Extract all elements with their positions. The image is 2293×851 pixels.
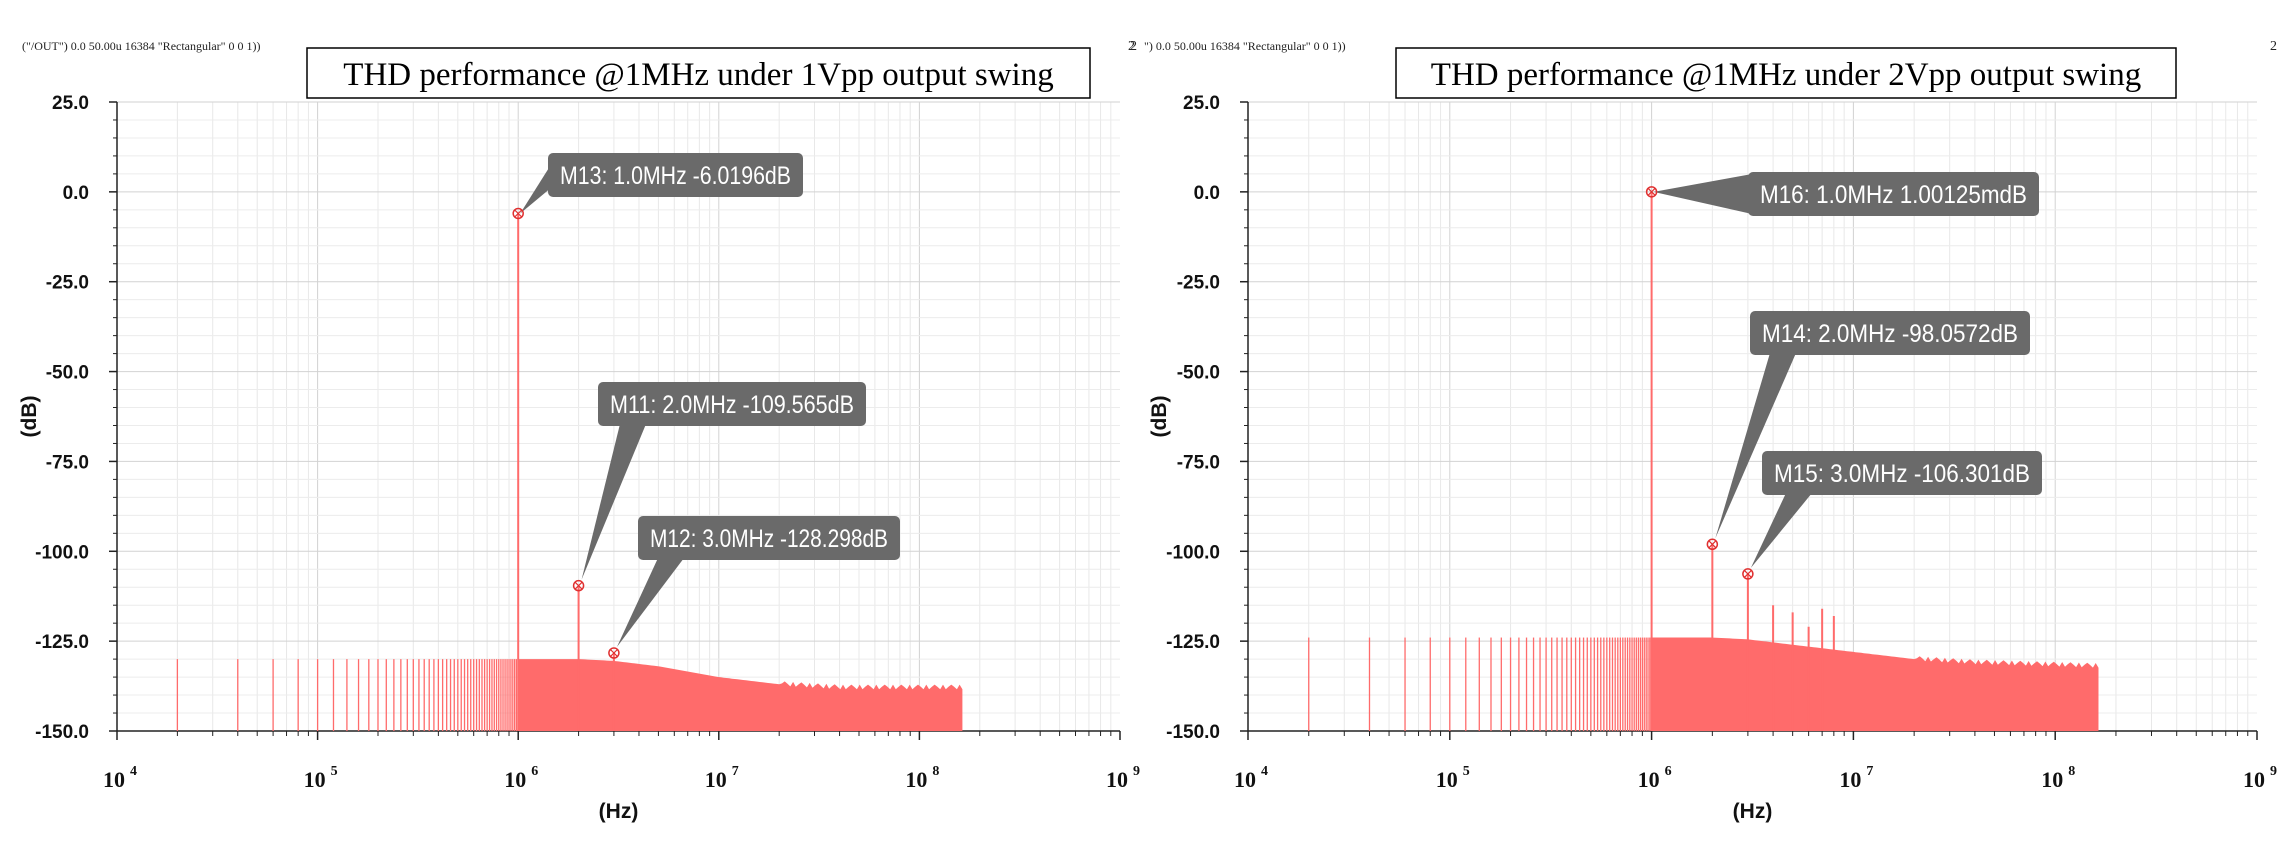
x-axis-label: (Hz)	[599, 800, 639, 823]
marker-label-box	[548, 153, 803, 197]
x-tick-label: 10	[1436, 767, 1458, 792]
x-tick-label: 10	[1106, 767, 1128, 792]
y-tick-label: -125.0	[1166, 632, 1220, 653]
x-tick-exponent: 8	[932, 764, 939, 779]
marker-label-box	[1750, 311, 2030, 355]
marker-m12[interactable]: M12: 3.0MHz -128.298dB	[608, 516, 900, 659]
marker-pointer	[1750, 493, 1812, 568]
y-tick-label: -100.0	[35, 542, 89, 563]
x-tick-label: 10	[2041, 767, 2063, 792]
x-axis-label: (Hz)	[1733, 800, 1773, 823]
marker-label-box	[1748, 172, 2039, 216]
corner-label: 2	[2270, 39, 2277, 54]
title-box	[1395, 47, 2177, 99]
corner-label-left: 2	[1128, 39, 1135, 54]
x-tick-exponent: 4	[130, 764, 137, 779]
y-axis-label: (dB)	[18, 396, 41, 438]
marker-m14[interactable]: M14: 2.0MHz -98.0572dB	[1706, 311, 2030, 551]
expression-label: ("/OUT") 0.0 50.00u 16384 "Rectangular" …	[22, 39, 261, 53]
marker-pointer	[581, 424, 646, 580]
chart-title: THD performance @1MHz under 2Vpp output …	[1431, 57, 2141, 93]
x-tick-label: 10	[905, 767, 927, 792]
x-tick-exponent: 6	[531, 764, 538, 779]
x-tick-exponent: 4	[1261, 764, 1268, 779]
y-tick-label: 0.0	[1194, 183, 1220, 204]
marker-pointer	[520, 163, 552, 214]
x-tick-exponent: 7	[732, 764, 739, 779]
x-tick-exponent: 5	[331, 764, 338, 779]
x-tick-label: 10	[304, 767, 326, 792]
chart-panel-1vpp: ("/OUT") 0.0 50.00u 16384 "Rectangular" …	[18, 39, 1140, 823]
marker-label: M11: 2.0MHz -109.565dB	[610, 391, 854, 419]
marker-label-box	[638, 516, 900, 560]
marker-symbol	[1742, 568, 1754, 580]
marker-cross	[1743, 570, 1752, 578]
marker-symbol	[1706, 538, 1719, 551]
marker-label: M12: 3.0MHz -128.298dB	[650, 525, 888, 553]
x-tick-label: 10	[2243, 767, 2265, 792]
x-tick-label: 10	[705, 767, 727, 792]
marker-m15[interactable]: M15: 3.0MHz -106.301dB	[1742, 451, 2042, 580]
marker-label: M14: 2.0MHz -98.0572dB	[1762, 320, 2018, 348]
y-tick-label: -150.0	[1166, 722, 1220, 743]
x-tick-exponent: 9	[1133, 764, 1140, 779]
x-tick-label: 10	[103, 767, 125, 792]
spectrum-series	[176, 213, 963, 731]
chart-title: THD performance @1MHz under 1Vpp output …	[343, 57, 1053, 93]
marker-label: M15: 3.0MHz -106.301dB	[1774, 460, 2030, 488]
marker-cross	[1708, 540, 1717, 549]
x-tick-label: 10	[1839, 767, 1861, 792]
y-tick-label: 25.0	[1183, 93, 1220, 114]
marker-pointer	[1715, 353, 1796, 539]
y-tick-label: -25.0	[1177, 273, 1220, 294]
marker-symbol	[608, 647, 620, 659]
spectrum-series	[1308, 191, 2099, 731]
y-tick-label: -75.0	[1177, 452, 1220, 473]
marker-symbol	[1645, 186, 1658, 198]
x-tick-exponent: 6	[1665, 764, 1672, 779]
marker-symbol	[572, 579, 585, 592]
x-tick-label: 10	[504, 767, 526, 792]
y-tick-label: -150.0	[35, 722, 89, 743]
y-tick-label: -50.0	[46, 363, 89, 384]
x-tick-label: 10	[1234, 767, 1256, 792]
corner-label: 2	[1130, 39, 1137, 54]
x-tick-exponent: 5	[1463, 764, 1470, 779]
x-tick-exponent: 8	[2068, 764, 2075, 779]
marker-label-box	[598, 382, 866, 426]
y-tick-label: -100.0	[1166, 542, 1220, 563]
marker-label: M13: 1.0MHz -6.0196dB	[560, 162, 791, 190]
marker-cross	[609, 649, 618, 657]
noise-floor-area	[1651, 637, 2099, 731]
marker-cross	[574, 581, 583, 590]
y-tick-label: 0.0	[63, 183, 89, 204]
marker-label-box	[1762, 451, 2042, 495]
x-tick-exponent: 9	[2270, 764, 2277, 779]
y-axis-label: (dB)	[1148, 396, 1171, 438]
expression-label: ") 0.0 50.00u 16384 "Rectangular" 0 0 1)…	[1144, 39, 1346, 53]
marker-symbol	[512, 207, 524, 220]
x-tick-label: 10	[1638, 767, 1660, 792]
marker-cross	[1647, 187, 1656, 196]
grid	[1247, 101, 2257, 732]
noise-floor-area	[518, 659, 963, 731]
marker-m16[interactable]: M16: 1.0MHz 1.00125mdB	[1645, 172, 2039, 216]
marker-label: M16: 1.0MHz 1.00125mdB	[1760, 181, 2027, 209]
y-tick-label: -50.0	[1177, 363, 1220, 384]
marker-pointer	[616, 558, 684, 647]
marker-cross	[514, 209, 523, 218]
marker-m11[interactable]: M11: 2.0MHz -109.565dB	[572, 382, 866, 592]
marker-pointer	[1653, 174, 1752, 214]
title-box	[306, 47, 1091, 99]
x-tick-exponent: 7	[1866, 764, 1873, 779]
y-tick-label: 25.0	[52, 93, 89, 114]
y-tick-label: -75.0	[46, 452, 89, 473]
y-tick-label: -125.0	[35, 632, 89, 653]
chart-panel-2vpp: ") 0.0 50.00u 16384 "Rectangular" 0 0 1)…	[1128, 39, 2277, 823]
marker-m13[interactable]: M13: 1.0MHz -6.0196dB	[512, 153, 803, 220]
y-tick-label: -25.0	[46, 273, 89, 294]
